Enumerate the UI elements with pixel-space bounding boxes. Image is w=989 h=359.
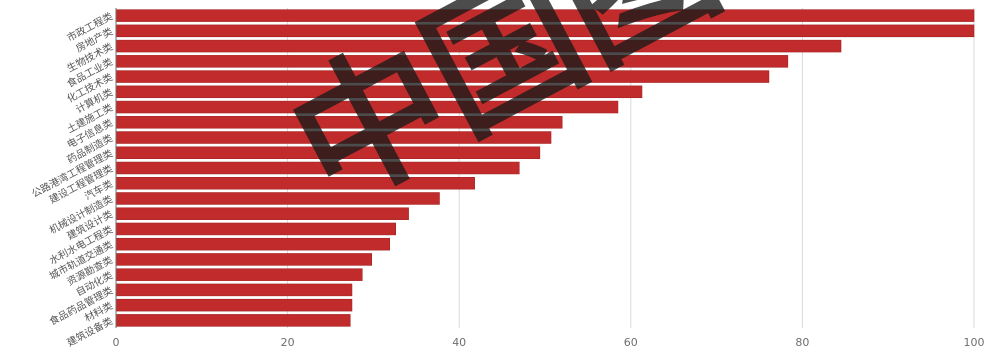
bars bbox=[115, 9, 975, 327]
bar bbox=[115, 283, 353, 297]
bar bbox=[115, 298, 353, 312]
bar bbox=[115, 237, 391, 251]
x-tick-label: 20 bbox=[281, 336, 295, 349]
bar bbox=[115, 314, 351, 327]
x-tick-label: 40 bbox=[452, 336, 466, 349]
x-tick-label: 60 bbox=[624, 336, 638, 349]
x-tick-label: 0 bbox=[113, 336, 120, 349]
bar bbox=[115, 268, 363, 281]
x-tick-label: 80 bbox=[795, 336, 809, 349]
category-labels: 市政工程类房地产类生物技术类食品工业类化工技术类计算机类土建施工类电子信息类药品… bbox=[29, 9, 115, 349]
x-tick-label: 100 bbox=[964, 336, 985, 349]
x-axis-tick-labels: 0 20 40 60 80 100 bbox=[113, 336, 985, 349]
bar bbox=[115, 253, 372, 266]
